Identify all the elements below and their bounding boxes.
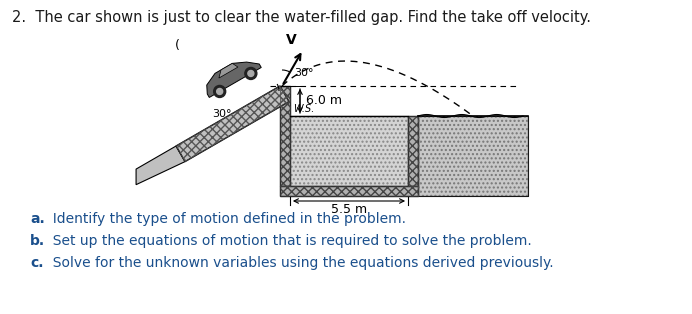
Text: (: ( [175,39,180,52]
Circle shape [248,70,254,77]
Text: b.: b. [30,234,45,248]
Polygon shape [408,116,418,186]
Polygon shape [290,116,408,186]
Polygon shape [207,62,262,97]
Polygon shape [418,116,528,196]
Polygon shape [280,86,290,186]
Text: W.S.: W.S. [293,104,314,114]
Text: V: V [286,33,296,46]
Text: 30°: 30° [294,68,313,78]
Circle shape [214,85,226,97]
Circle shape [245,68,257,79]
Polygon shape [219,63,238,78]
Circle shape [217,89,223,95]
Text: c.: c. [30,256,44,270]
Text: 6.0 m: 6.0 m [306,95,342,107]
Text: Set up the equations of motion that is required to solve the problem.: Set up the equations of motion that is r… [44,234,531,248]
Text: 2.  The car shown is just to clear the water-filled gap. Find the take off veloc: 2. The car shown is just to clear the wa… [12,10,591,25]
Polygon shape [136,146,185,185]
Text: Identify the type of motion defined in the problem.: Identify the type of motion defined in t… [44,212,406,226]
Text: Solve for the unknown variables using the equations derived previously.: Solve for the unknown variables using th… [44,256,554,270]
Polygon shape [280,186,418,196]
Polygon shape [176,86,289,162]
Text: 30°: 30° [212,109,232,119]
Text: a.: a. [30,212,45,226]
Text: 5.5 m: 5.5 m [331,203,367,216]
